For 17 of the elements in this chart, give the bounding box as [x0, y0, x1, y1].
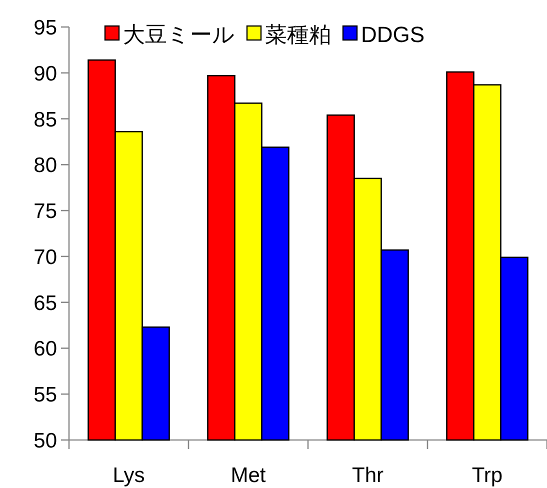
legend-label: 大豆ミール: [123, 22, 235, 47]
x-tick-label: Thr: [352, 464, 384, 487]
y-tick-label: 50: [34, 430, 57, 452]
y-tick-label: 65: [34, 292, 57, 315]
legend-label: DDGS: [361, 22, 425, 47]
x-tick-label: Trp: [472, 464, 503, 487]
legend-label: 菜種粕: [265, 22, 331, 47]
y-tick-label: 85: [34, 108, 57, 132]
y-tick-label: 70: [34, 246, 57, 269]
y-tick-label: 55: [34, 384, 57, 407]
y-tick-label: 60: [34, 338, 57, 361]
y-tick-label: 95: [34, 16, 57, 40]
y-tick-label: 75: [34, 200, 57, 224]
x-tick-label: Lys: [112, 464, 145, 487]
y-tick-label: 90: [34, 62, 57, 86]
y-tick-label: 80: [34, 154, 57, 178]
x-tick-label: Met: [230, 464, 266, 487]
